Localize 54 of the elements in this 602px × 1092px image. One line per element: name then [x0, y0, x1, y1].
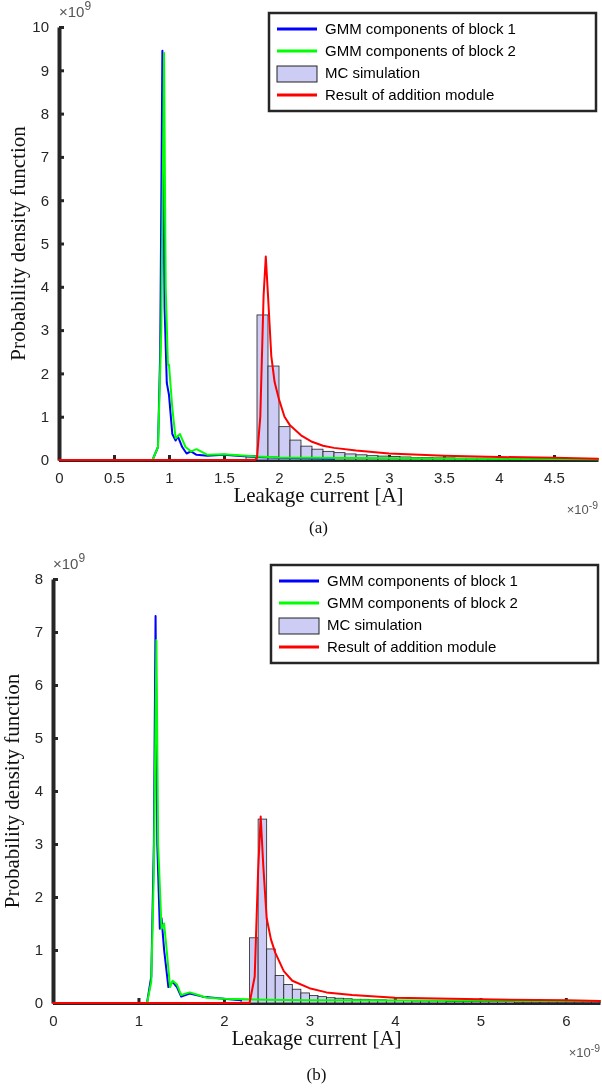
legend-label: GMM components of block 1 — [325, 20, 516, 37]
x-tick-label: 0.5 — [104, 468, 125, 486]
x-tick-label: 4 — [391, 1011, 400, 1029]
legend-label: Result of addition module — [327, 638, 497, 655]
y-tick-label: 0 — [40, 451, 49, 469]
x-tick-label: 4.5 — [544, 468, 565, 486]
text: ×10$^{-9}$ — [566, 499, 599, 517]
x-tick-label: 1.5 — [214, 468, 235, 486]
x-tick-label: 1 — [165, 468, 174, 486]
x-axis-title: Leakage current [A] — [233, 483, 404, 507]
y-axis-title: Probability density function — [0, 673, 24, 909]
legend-label: GMM components of block 2 — [325, 42, 516, 59]
y-tick-label: 8 — [34, 570, 43, 588]
y-tick-label: 6 — [34, 676, 43, 694]
x-tick-label: 3.5 — [434, 468, 455, 486]
x-tick-label: 2 — [220, 1011, 229, 1029]
y-tick-label: 7 — [40, 148, 49, 166]
y-tick-label: 6 — [40, 191, 49, 209]
x-tick-label: 3 — [305, 1011, 315, 1029]
legend-label: GMM components of block 2 — [327, 594, 518, 611]
y-tick-label: 4 — [34, 782, 43, 800]
text: ×10$^{-9}$ — [568, 1042, 601, 1060]
x-tick-label: 0 — [55, 468, 64, 486]
y-tick-label: 7 — [34, 623, 43, 641]
x-tick-label: 6 — [562, 1011, 571, 1029]
y-tick-label: 3 — [34, 835, 43, 853]
y-tick-label: 10 — [32, 18, 49, 36]
y-tick-label: 1 — [34, 941, 43, 959]
text: ×10$^{9}$ — [53, 551, 86, 572]
legend-label: MC simulation — [325, 64, 421, 81]
text: ×10$^{9}$ — [59, 0, 92, 20]
y-tick-label: 5 — [34, 729, 43, 747]
text: (a) — [309, 518, 328, 537]
x-tick-label: 5 — [476, 1011, 486, 1029]
y-tick-label: 2 — [34, 888, 43, 906]
text: (b) — [306, 1065, 327, 1084]
x-axis-title: Leakage current [A] — [231, 1026, 402, 1050]
legend-label: GMM components of block 1 — [327, 572, 518, 589]
y-tick-label: 5 — [40, 234, 49, 252]
legend-label: MC simulation — [327, 616, 423, 633]
x-tick-label: 4 — [495, 468, 504, 486]
y-tick-label: 9 — [40, 61, 49, 79]
y-tick-label: 3 — [40, 321, 49, 339]
y-tick-label: 8 — [40, 104, 49, 122]
y-tick-label: 0 — [34, 994, 43, 1012]
y-tick-label: 1 — [40, 408, 49, 425]
y-axis-title: Probability density function — [6, 125, 30, 361]
legend-label: Result of addition module — [325, 86, 495, 103]
x-tick-label: 1 — [134, 1011, 144, 1029]
x-tick-label: 2 — [275, 468, 284, 486]
y-tick-label: 4 — [40, 278, 49, 296]
x-tick-label: 3 — [385, 468, 394, 486]
y-tick-label: 2 — [40, 364, 49, 382]
x-tick-label: 2.5 — [324, 468, 345, 486]
